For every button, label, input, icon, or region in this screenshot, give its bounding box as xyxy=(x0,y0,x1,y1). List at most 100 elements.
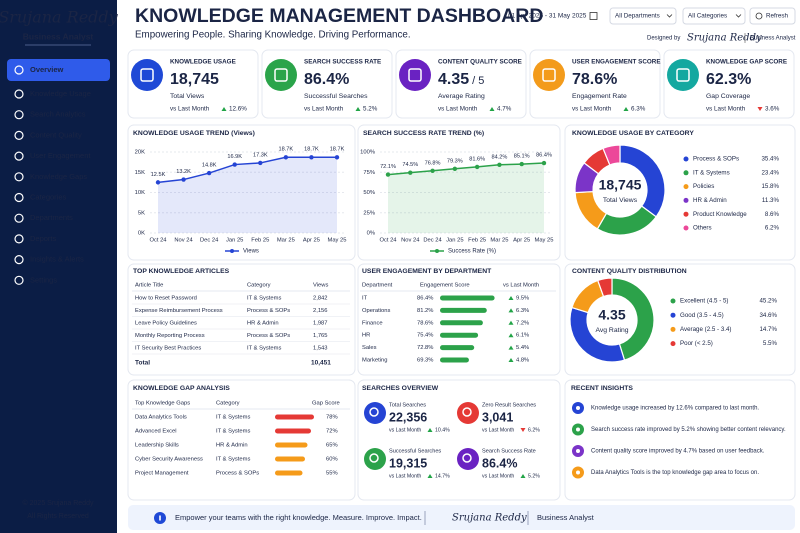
point xyxy=(258,160,263,166)
column-header: Top Knowledge Gaps xyxy=(135,401,190,407)
donut-segment xyxy=(602,144,621,166)
kpi-compare: vs Last Month xyxy=(572,106,612,113)
gap-name: Data Analytics Tools xyxy=(135,415,187,421)
kpi-icon xyxy=(667,59,699,91)
filter[interactable]: All Departments xyxy=(615,13,660,20)
refresh-label[interactable]: Refresh xyxy=(766,13,789,20)
point xyxy=(232,162,237,167)
y-tick-label: 5K xyxy=(138,210,145,216)
card xyxy=(357,124,561,261)
designer-name: Srujana Reddy xyxy=(687,33,762,44)
line xyxy=(387,162,545,176)
table-cell: HR & Admin xyxy=(247,321,279,327)
filter[interactable]: All Categories xyxy=(688,13,727,20)
nav-item[interactable]: Knowledge Usage xyxy=(30,89,91,98)
legend-label: Views xyxy=(243,249,259,255)
search-label: Search Success Rate xyxy=(482,448,536,454)
legend-value: 35.4% xyxy=(761,156,779,163)
point xyxy=(408,170,413,175)
legend-value: 5.5% xyxy=(763,340,778,347)
nav-icon xyxy=(14,255,24,265)
value-label: 69.3% xyxy=(417,358,433,364)
kpi-caption: Average Rating xyxy=(438,93,485,100)
search-value: 22,356 xyxy=(389,410,427,424)
kpi-label: CONTENT QUALITY SCORE xyxy=(438,59,522,66)
kpi-label: KNOWLEDGE USAGE xyxy=(170,59,236,66)
table-cell: 1,765 xyxy=(313,333,328,339)
search-change: 14.7% xyxy=(435,473,450,479)
x-tick-label: May 25 xyxy=(327,238,346,244)
footer-name: Srujana Reddy xyxy=(452,513,527,524)
nav-item[interactable]: Content Quality xyxy=(30,130,82,139)
date-range[interactable]: 01 Apr 2025 - 31 May 2025 xyxy=(508,13,587,20)
card xyxy=(127,124,356,261)
nav-item[interactable]: Deports xyxy=(30,234,57,243)
search-compare: vs Last Month xyxy=(389,427,421,433)
nav-icon xyxy=(14,213,24,223)
nav-item[interactable]: Knowledge Gaps xyxy=(30,172,87,181)
legend-label: Poor (< 2.5) xyxy=(680,340,713,347)
value-label: 78% xyxy=(326,415,338,421)
nav-item[interactable]: User Engagement xyxy=(30,151,91,160)
legend-label: HR & Admin xyxy=(693,197,727,204)
calendar-icon xyxy=(589,12,598,20)
nav-item[interactable]: Search Analytics xyxy=(30,110,86,119)
x-tick-label: Nov 24 xyxy=(174,238,193,244)
nav-item[interactable]: Insights & Alerts xyxy=(30,255,84,264)
donut-center-label: Total Views xyxy=(603,197,638,204)
change: 9.5% xyxy=(516,296,529,302)
legend-value: 34.6% xyxy=(759,312,777,319)
refresh-button[interactable] xyxy=(749,7,796,25)
card xyxy=(127,263,356,376)
donut-center-value: 18,745 xyxy=(599,177,642,193)
data-label: 17.3K xyxy=(253,152,268,158)
point xyxy=(474,164,480,170)
x-tick-label: Apr 25 xyxy=(303,238,320,244)
y-tick-label: 50% xyxy=(363,190,375,196)
point xyxy=(541,160,547,166)
rights: All Rights Reserved xyxy=(27,513,89,520)
card-title: KNOWLEDGE GAP ANALYSIS xyxy=(133,385,230,392)
table-cell: Monthly Reporting Process xyxy=(135,333,205,339)
data-label: 12.5K xyxy=(151,172,166,178)
table-cell: Process & SOPs xyxy=(247,308,290,314)
card-title: KNOWLEDGE USAGE TREND (Views) xyxy=(133,130,255,137)
trend-arrow xyxy=(427,428,433,432)
point xyxy=(181,177,186,182)
nav-icon xyxy=(14,172,24,182)
legend-marker xyxy=(683,225,689,231)
table-cell: How to Reset Password xyxy=(135,296,197,302)
legend-value: 11.3% xyxy=(762,197,780,204)
point xyxy=(309,155,314,160)
kpi-value: 78.6% xyxy=(572,71,617,88)
filter-box[interactable] xyxy=(609,7,677,25)
x-tick-label: Oct 24 xyxy=(379,238,397,244)
kpi-icon-glyph xyxy=(408,68,422,82)
legend-marker xyxy=(230,249,234,253)
card xyxy=(564,379,796,501)
sidebar xyxy=(0,0,117,533)
table-cell: 2,156 xyxy=(313,308,328,314)
donut-segment xyxy=(597,277,613,298)
change: 5.4% xyxy=(516,345,529,351)
nav-item[interactable]: Categories xyxy=(30,192,67,201)
data-label: 16.9K xyxy=(227,154,242,160)
kpi-icon-glyph xyxy=(676,68,690,82)
kpi-icon xyxy=(265,59,297,91)
nav-item[interactable]: Departments xyxy=(30,213,73,222)
trend-arrow xyxy=(221,107,227,111)
table-cell: Process & SOPs xyxy=(247,333,290,339)
nav-item[interactable]: Overview xyxy=(30,65,64,74)
trend-arrow xyxy=(520,474,526,478)
insight-text: Search success rate improved by 5.2% sho… xyxy=(591,427,786,433)
nav-item[interactable]: Settings xyxy=(30,275,57,284)
point xyxy=(430,168,435,173)
gap-category: HR & Admin xyxy=(216,443,248,449)
legend-marker xyxy=(683,156,689,162)
filter-box[interactable] xyxy=(682,7,746,25)
footer-message: Empower your teams with the right knowle… xyxy=(175,513,422,522)
legend-label: IT & Systems xyxy=(693,169,730,176)
kpi-caption: Successful Searches xyxy=(304,93,368,100)
kpi-caption: Gap Coverage xyxy=(706,93,750,100)
x-tick-label: Feb 25 xyxy=(468,238,486,244)
